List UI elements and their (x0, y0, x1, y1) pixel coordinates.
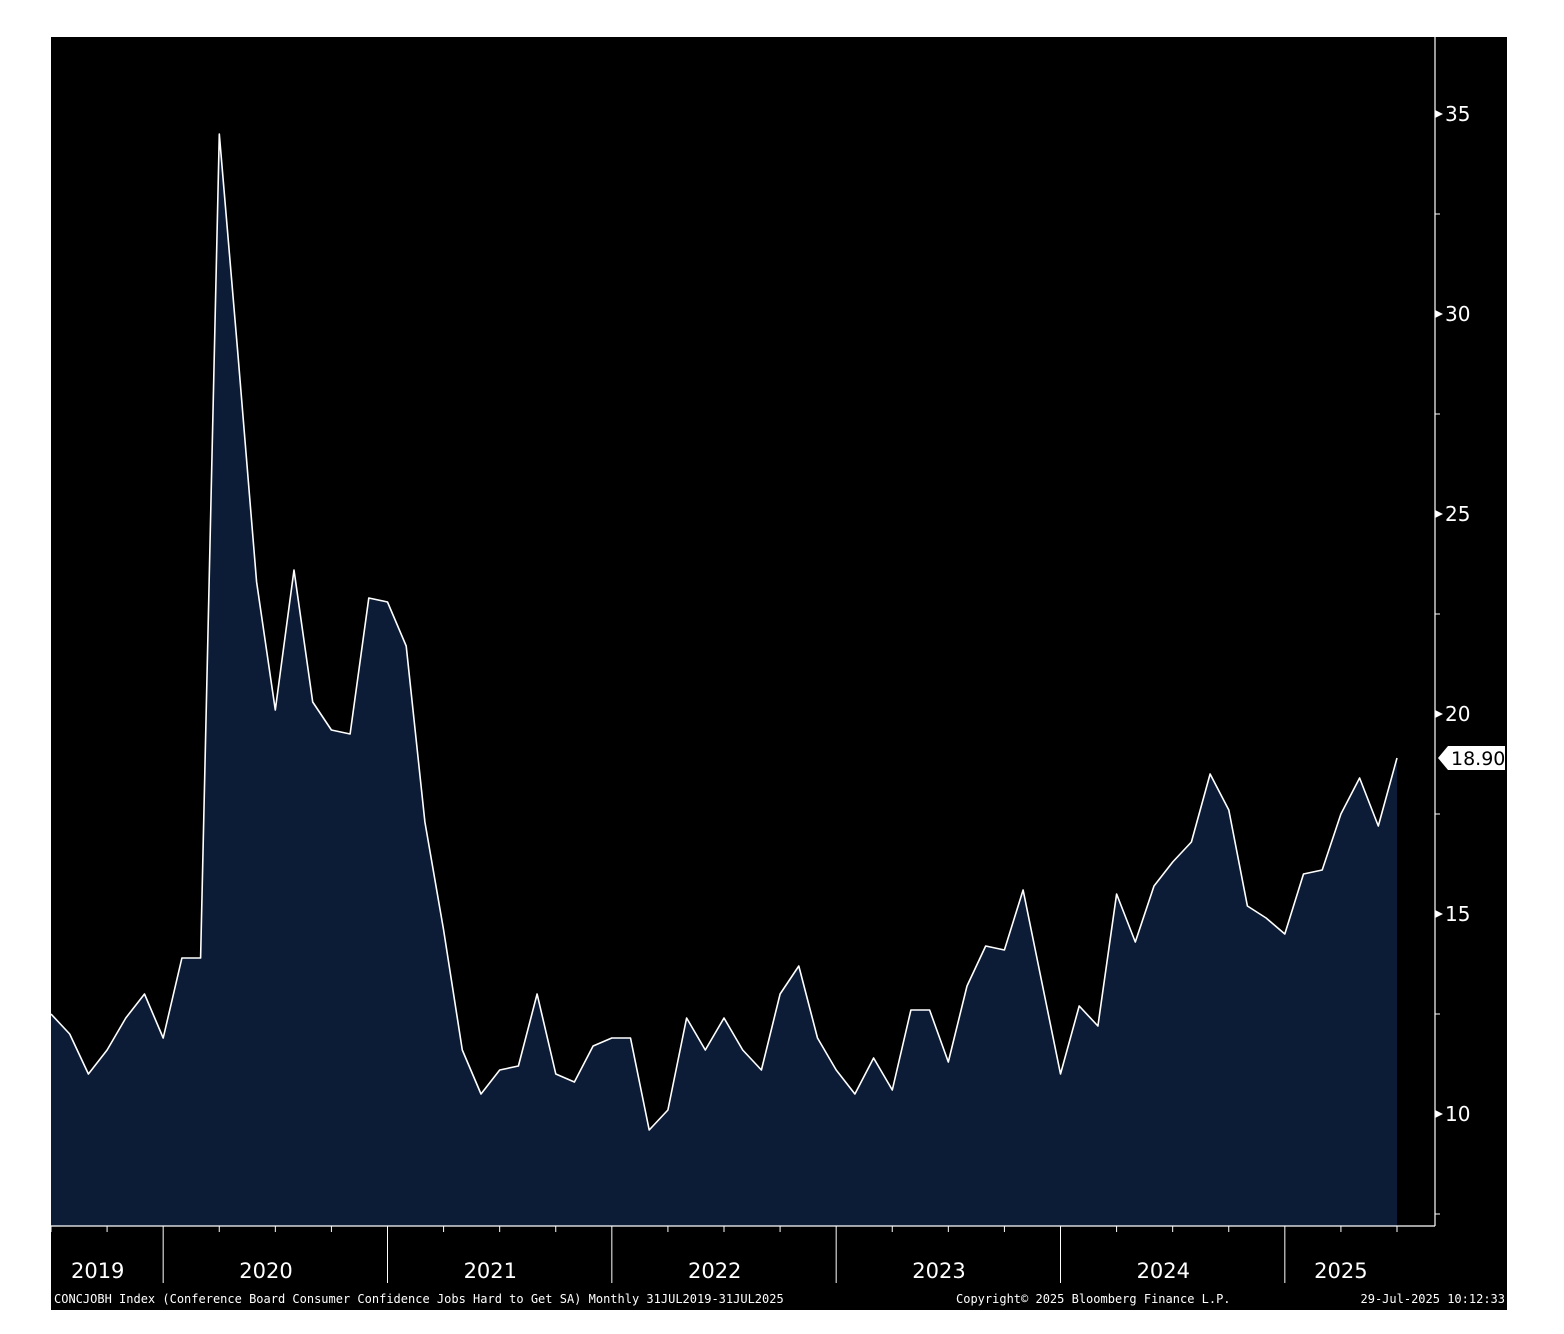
y-tick-label: 35 (1445, 102, 1470, 126)
x-tick-label: 2020 (239, 1259, 292, 1283)
chart-footer: CONCJOBH Index (Conference Board Consume… (51, 1289, 1507, 1310)
y-tick-marker (1435, 510, 1443, 518)
y-tick-marker (1435, 910, 1443, 918)
area-fill (51, 134, 1397, 1226)
x-tick-label: 2021 (464, 1259, 517, 1283)
y-tick-marker (1435, 110, 1443, 118)
area-chart: 2019 2020 2021 2022 2023 2024 2025101520253035… (50, 37, 1505, 1283)
last-value-label: 18.90 (1451, 748, 1505, 770)
x-tick-label: 2024 (1137, 1259, 1190, 1283)
series-line (50, 133, 1398, 1131)
y-tick-label: 10 (1445, 1102, 1470, 1126)
x-tick-label: 2019 (71, 1259, 124, 1283)
chart-panel: 2019 2020 2021 2022 2023 2024 2025 10 15 20 25 30 35… (50, 37, 1507, 1310)
x-tick-label: 2022 (688, 1259, 741, 1283)
x-tick-label: 2023 (912, 1259, 965, 1283)
y-tick-marker (1435, 1110, 1443, 1118)
y-tick-label: 30 (1445, 302, 1470, 326)
x-tick-label: 2025 (1314, 1259, 1367, 1283)
last-value-badge (1438, 746, 1505, 770)
y-tick-marker (1435, 310, 1443, 318)
y-tick-label: 25 (1445, 502, 1470, 526)
footer-copyright: Copyright© 2025 Bloomberg Finance L.P. (956, 1292, 1231, 1306)
y-tick-marker (1435, 710, 1443, 718)
footer-index-description: CONCJOBH Index (Conference Board Consume… (54, 1292, 784, 1306)
footer-timestamp: 29-Jul-2025 10:12:33 (1360, 1292, 1506, 1306)
y-tick-label: 15 (1445, 902, 1470, 926)
y-tick-label: 20 (1445, 702, 1470, 726)
